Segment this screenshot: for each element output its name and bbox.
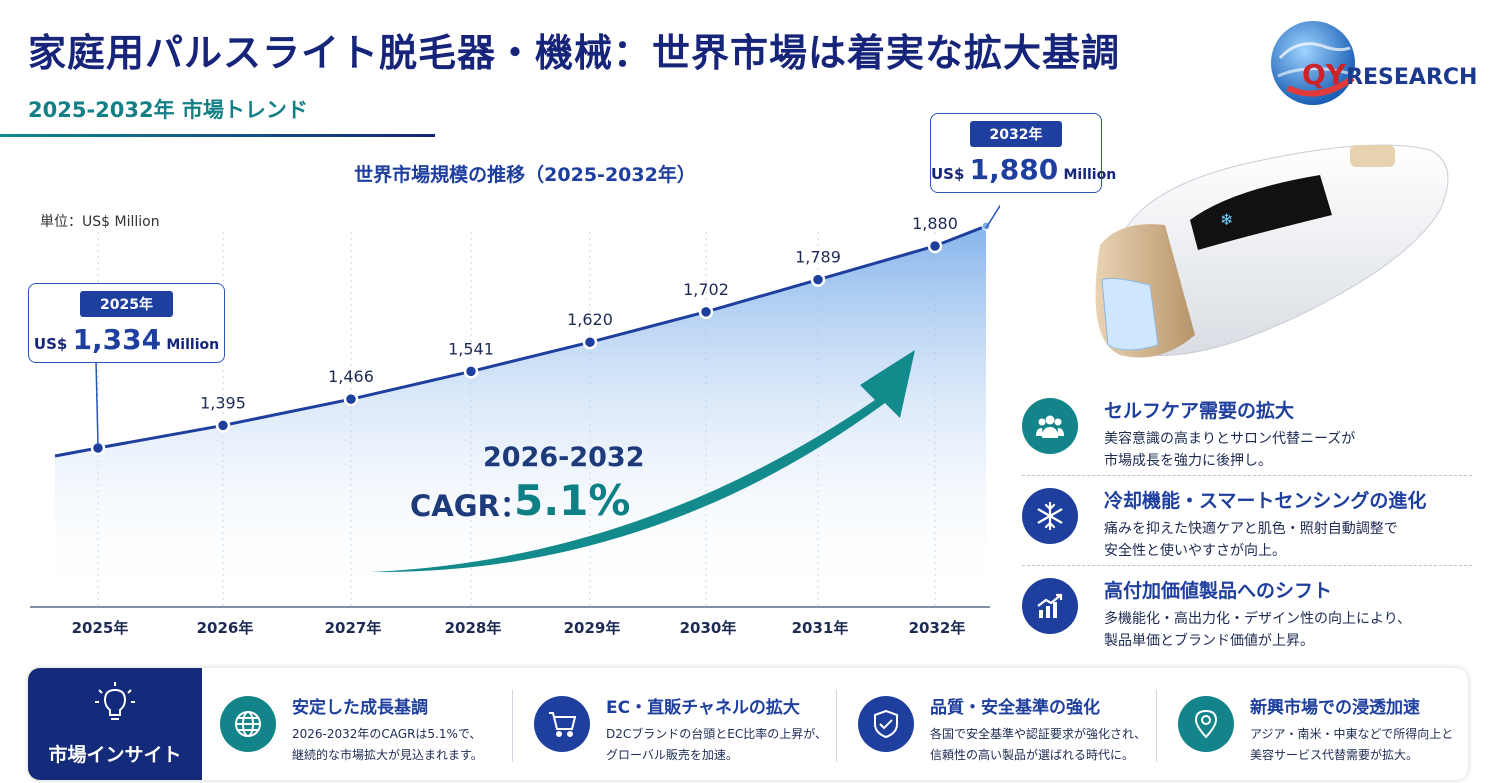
data-label: 1,880 xyxy=(912,214,958,233)
page-subtitle: 2025-2032年 市場トレンド xyxy=(28,98,308,122)
x-tick-label: 2026年 xyxy=(197,619,254,637)
callout-2025-pointer xyxy=(95,360,99,447)
factor-desc: 痛みを抑えた快適ケアと肌色・照射自動調整で 安全性と使いやすさが向上。 xyxy=(1104,521,1398,559)
market-insights-panel: 市場インサイト 安定した成長基調 2026-2032年のCAGRは5.1%で、継… xyxy=(28,668,1468,780)
data-label: 1,395 xyxy=(200,393,246,412)
insight-title: 品質・安全基準の強化 xyxy=(930,698,1100,718)
x-tick-label: 2028年 xyxy=(445,619,502,637)
insight-title: EC・直販チャネルの拡大 xyxy=(606,698,800,718)
callout-value: US$ 1,880 Million xyxy=(931,153,1117,186)
cagr-value: 5.1% xyxy=(514,476,631,525)
factor-desc: 多機能化・高出力化・デザイン性の向上により、 製品単価とブランド価値が上昇。 xyxy=(1104,611,1412,649)
x-tick-label: 2032年 xyxy=(909,619,966,637)
factor-separator xyxy=(1022,475,1472,476)
callout-value: US$ 1,334 Million xyxy=(33,323,220,356)
x-tick-label: 2031年 xyxy=(792,619,849,637)
factor-title: 冷却機能・スマートセンシングの進化 xyxy=(1104,490,1427,512)
data-label: 1,466 xyxy=(328,367,374,386)
callout-year: 2032年 xyxy=(969,121,1063,147)
cart-icon xyxy=(534,696,590,752)
insight-divider xyxy=(836,690,837,762)
callout-2025: 2025年 US$ 1,334 Million xyxy=(28,283,225,363)
chart-area-fill xyxy=(55,226,986,607)
x-tick-label: 2030年 xyxy=(680,619,737,637)
location-pin-icon xyxy=(1178,696,1234,752)
unit-label: 単位：US$ Million xyxy=(40,214,160,230)
data-point xyxy=(215,418,231,433)
insight-desc: アジア・南米・中東などで所得向上と 美容サービス代替需要が拡大。 xyxy=(1250,727,1454,762)
data-label: 1,789 xyxy=(795,248,841,267)
cagr-arrow xyxy=(370,350,915,573)
subtitle-underline xyxy=(0,134,435,137)
insight-divider xyxy=(512,690,513,762)
factor-item: セルフケア需要の拡大 美容意識の高まりとサロン代替ニーズが 市場成長を強力に後押し… xyxy=(1022,392,1472,477)
people-icon xyxy=(1022,398,1078,454)
insight-desc: D2Cブランドの台頭とEC比率の上昇が、 グローバル販売を加速。 xyxy=(606,727,827,762)
data-point xyxy=(463,364,479,379)
insight-item: 安定した成長基調 2026-2032年のCAGRは5.1%で、 継続的な市場拡大が… xyxy=(208,668,508,780)
data-point xyxy=(810,272,826,287)
insight-divider xyxy=(1156,690,1157,762)
insight-title: 新興市場での浸透加速 xyxy=(1250,698,1420,718)
cagr-period: 2026-2032 xyxy=(483,442,645,473)
factor-item: 高付加価値製品へのシフト 多機能化・高出力化・デザイン性の向上により、 製品単価と… xyxy=(1022,572,1472,657)
insight-desc: 各国で安全基準や認証要求が強化され、 信頼性の高い製品が選ばれる時代に。 xyxy=(930,727,1147,762)
data-label: 1,620 xyxy=(567,310,613,329)
x-tick-label: 2025年 xyxy=(72,619,129,637)
ipl-device-image: ❄ xyxy=(1095,144,1449,358)
globe-icon xyxy=(220,696,276,752)
factor-title: 高付加価値製品へのシフト xyxy=(1104,580,1333,602)
snowflake-icon xyxy=(1022,488,1078,544)
data-point xyxy=(582,334,598,350)
data-point xyxy=(343,391,359,407)
chart-title: 世界市場規模の推移（2025-2032年） xyxy=(354,163,696,186)
callout-year: 2025年 xyxy=(80,291,173,317)
data-point xyxy=(927,238,943,254)
market-size-chart: 1,395 1,466 1,541 1,620 1,702 1,789 1,880 2025… xyxy=(30,163,1000,637)
insight-item: 新興市場での浸透加速 アジア・南米・中東などで所得向上と 美容サービス代替需要が拡… xyxy=(1166,668,1466,780)
x-tick-label: 2027年 xyxy=(325,619,382,637)
lightbulb-icon xyxy=(95,682,135,720)
data-label: 1,541 xyxy=(448,339,494,358)
factor-desc: 美容意識の高まりとサロン代替ニーズが 市場成長を強力に後押し。 xyxy=(1104,431,1356,469)
insight-desc: 2026-2032年のCAGRは5.1%で、 継続的な市場拡大が見込まれます。 xyxy=(292,727,483,762)
growth-chart-icon xyxy=(1022,578,1078,634)
insight-title: 安定した成長基調 xyxy=(292,698,428,718)
cagr-label: CAGR： xyxy=(410,489,529,523)
factor-separator xyxy=(1022,565,1472,566)
insights-heading: 市場インサイト xyxy=(48,744,182,766)
globe-logo-icon xyxy=(1271,21,1355,105)
x-tick-label: 2029年 xyxy=(564,619,621,637)
insight-item: EC・直販チャネルの拡大 D2Cブランドの台頭とEC比率の上昇が、 グローバル販売… xyxy=(522,668,832,780)
factor-item: 冷却機能・スマートセンシングの進化 痛みを抑えた快適ケアと肌色・照射自動調整で安… xyxy=(1022,482,1472,567)
data-label: 1,702 xyxy=(683,280,729,299)
callout-2032: 2032年 US$ 1,880 Million xyxy=(930,113,1117,193)
factor-title: セルフケア需要の拡大 xyxy=(1104,400,1295,422)
insights-heading-box: 市場インサイト xyxy=(28,668,202,780)
callout-2032-pointer xyxy=(985,204,1000,229)
page-title: 家庭用パルスライト脱毛器・機械：世界市場は着実な拡大基調 xyxy=(28,31,1121,75)
svg-text:❄: ❄ xyxy=(1220,210,1233,229)
series-line xyxy=(54,224,987,458)
insight-item: 品質・安全基準の強化 各国で安全基準や認証要求が強化され、 信頼性の高い製品が選ば… xyxy=(846,668,1156,780)
shield-check-icon xyxy=(858,696,914,752)
logo-wordmark: QYRESEARCH xyxy=(1302,58,1478,91)
data-point xyxy=(698,304,714,320)
